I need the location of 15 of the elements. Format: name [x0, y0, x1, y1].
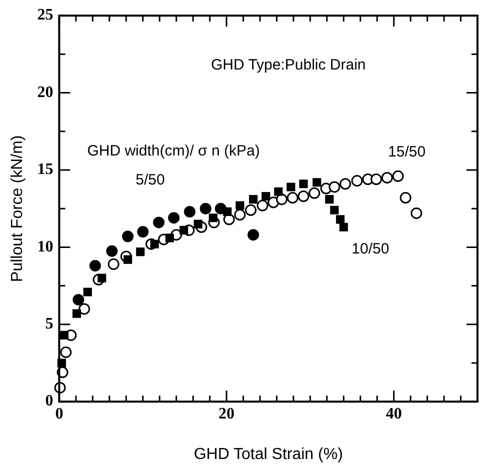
series-label: 5/50	[136, 172, 165, 189]
y-tick-label: 15	[37, 161, 54, 178]
y-tick-label: 0	[45, 392, 54, 410]
y-tick-label: 20	[37, 84, 54, 101]
x-axis-title: GHD Total Strain (%)	[194, 446, 343, 463]
annotation: GHD width(cm)/ σ n (kPa)	[87, 142, 260, 160]
annotation: GHD Type:Public Drain	[210, 56, 366, 74]
y-tick-label: 5	[45, 316, 54, 333]
y-axis-title: Pullout Force (kN/m)	[9, 135, 26, 282]
x-tick-label: 40	[386, 405, 402, 422]
y-tick-label: 10	[37, 238, 54, 256]
series-label: 15/50	[388, 143, 426, 160]
y-tick-label: 25	[37, 6, 54, 24]
x-tick-label: 20	[218, 405, 235, 422]
series-label: 10/50	[352, 240, 390, 258]
